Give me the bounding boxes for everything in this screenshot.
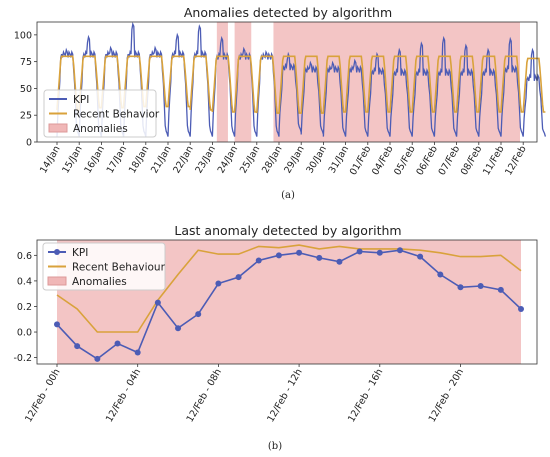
legend-label: Recent Behaviour — [72, 262, 166, 274]
x-tick-label: 22/Jan — [171, 144, 195, 175]
x-tick-label: 12/Feb - 12h — [265, 367, 304, 424]
y-tick-label: 0.0 — [17, 328, 32, 339]
legend-swatch — [48, 123, 68, 133]
kpi-point — [54, 321, 60, 328]
chart-b-lines — [54, 244, 524, 362]
kpi-point — [437, 271, 444, 278]
anomaly-span — [273, 22, 520, 142]
y-tick-label: 25 — [20, 111, 32, 122]
legend-label: KPI — [72, 247, 88, 259]
kpi-point — [134, 349, 141, 356]
x-tick-label: 12/Feb - 20h — [427, 367, 466, 424]
chart-b-title: Last anomaly detected by algorithm — [174, 223, 401, 238]
legend-swatch — [47, 276, 67, 286]
anomaly-span — [216, 22, 228, 142]
chart-a-title: Anomalies detected by algorithm — [184, 5, 392, 20]
x-tick-label: 14/Jan — [38, 144, 62, 175]
kpi-point — [497, 286, 504, 293]
kpi-point — [74, 343, 81, 350]
x-tick-label: 12/Feb - 08h — [185, 367, 224, 424]
legend-label: KPI — [73, 94, 89, 106]
x-tick-label: 15/Jan — [60, 144, 84, 175]
kpi-point — [356, 248, 363, 255]
kpi-point — [215, 280, 222, 287]
legend-label: Anomalies — [73, 123, 128, 135]
kpi-point — [336, 258, 343, 265]
x-tick-label: 24/Jan — [216, 144, 240, 175]
chart-a-y-axis: 0 25 50 75 100 — [14, 30, 37, 149]
kpi-point — [518, 306, 524, 313]
chart-b-legend: KPI Recent Behaviour Anomalies — [42, 242, 166, 291]
kpi-point — [94, 355, 101, 362]
kpi-point — [376, 249, 383, 256]
kpi-point — [417, 253, 424, 260]
y-tick-label: 50 — [20, 84, 32, 95]
x-tick-label: 16/Jan — [83, 144, 107, 175]
x-tick-label: 17/Jan — [105, 144, 129, 175]
x-tick-label: 12/Feb - 04h — [104, 367, 143, 424]
chart-a-lines — [56, 21, 547, 137]
kpi-point — [255, 257, 262, 264]
chart-a-x-axis: 14/Jan15/Jan16/Jan17/Jan18/Jan21/Jan22/J… — [38, 142, 529, 177]
kpi-point — [316, 254, 323, 261]
legend-box — [43, 89, 157, 138]
series-line-recent-behavior — [56, 55, 546, 114]
legend-label: Anomalies — [72, 276, 127, 288]
x-tick-label: 12/Feb - 16h — [346, 367, 385, 424]
anomaly-span — [234, 22, 252, 142]
kpi-point — [396, 247, 403, 254]
y-tick-label: 0.4 — [17, 276, 32, 287]
legend-marker — [54, 249, 60, 255]
kpi-point — [457, 284, 464, 291]
x-tick-label: 21/Jan — [149, 144, 173, 175]
chart-b: Last anomaly detected by algorithm -0.2 0… — [13, 223, 538, 452]
chart-b-x-axis: 12/Feb - 00h 12/Feb - 04h 12/Feb - 08h 12/F… — [23, 364, 466, 424]
x-tick-label: 12/Feb — [503, 144, 529, 177]
y-tick-label: 75 — [20, 57, 32, 68]
chart-a-caption: (a) — [281, 190, 295, 201]
chart-a: Anomalies detected by algorithm 0 25 50 75 1… — [14, 5, 547, 201]
y-tick-label: -0.2 — [13, 353, 32, 364]
series-line-kpi — [56, 249, 522, 360]
x-tick-label: 30/Jan — [305, 144, 329, 175]
kpi-point — [195, 311, 202, 318]
kpi-point — [275, 252, 282, 259]
x-tick-label: 12/Feb - 00h — [23, 367, 62, 424]
kpi-point — [477, 283, 484, 290]
y-tick-label: 0.6 — [17, 251, 32, 262]
chart-a-legend: KPI Recent Behavior Anomalies — [43, 89, 160, 138]
kpi-point — [154, 299, 161, 306]
legend-box — [42, 242, 166, 291]
chart-b-frame — [36, 239, 538, 365]
chart-b-caption: (b) — [268, 441, 282, 452]
kpi-point — [296, 249, 303, 256]
chart-a-frame — [36, 21, 538, 143]
kpi-point — [235, 274, 242, 281]
x-tick-label: 29/Jan — [282, 144, 306, 175]
y-tick-label: 100 — [14, 30, 32, 41]
kpi-point — [114, 340, 121, 347]
kpi-point — [175, 325, 182, 332]
y-tick-label: 0.2 — [17, 302, 32, 313]
x-tick-label: 28/Jan — [260, 144, 284, 175]
legend-label: Recent Behavior — [73, 109, 160, 121]
y-tick-label: 0 — [26, 138, 32, 149]
x-tick-label: 25/Jan — [238, 144, 262, 175]
chart-b-y-axis: -0.2 0.0 0.2 0.4 0.6 — [13, 251, 37, 364]
x-tick-label: 23/Jan — [194, 144, 218, 175]
series-line-recent-behaviour — [56, 244, 522, 333]
x-tick-label: 18/Jan — [127, 144, 151, 175]
series-line-kpi — [56, 21, 547, 137]
